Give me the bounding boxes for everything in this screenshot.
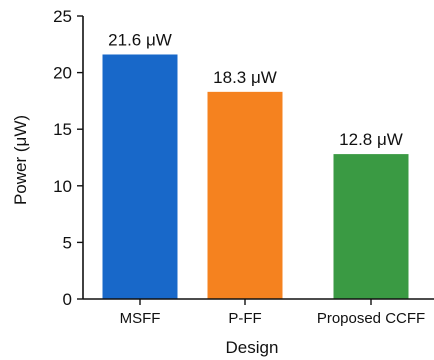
- y-tick-label: 15: [53, 120, 72, 139]
- x-tick-label: MSFF: [120, 310, 161, 327]
- bars: 21.6 μW 18.3 μW 12.8 μW: [102, 30, 409, 300]
- data-label: 21.6 μW: [108, 30, 172, 49]
- data-label: 12.8 μW: [339, 130, 403, 149]
- x-tick-label: Proposed CCFF: [317, 310, 425, 327]
- y-tick-label: 10: [53, 177, 72, 196]
- data-label: 18.3 μW: [213, 68, 277, 87]
- bar-proposed-ccff: [333, 154, 409, 299]
- x-tick-label: P-FF: [228, 310, 261, 327]
- x-axis-ticks: MSFF P-FF Proposed CCFF: [120, 299, 425, 327]
- y-tick-label: 5: [63, 233, 72, 252]
- x-axis-title: Design: [226, 338, 279, 357]
- y-axis-title: Power (μW): [11, 115, 30, 205]
- y-axis-ticks: 0 5 10 15 20 25: [53, 7, 83, 309]
- y-tick-label: 25: [53, 7, 72, 26]
- y-tick-label: 0: [63, 290, 72, 309]
- bar-msff: [102, 54, 178, 299]
- bar-p-ff: [207, 91, 283, 300]
- y-tick-label: 20: [53, 64, 72, 83]
